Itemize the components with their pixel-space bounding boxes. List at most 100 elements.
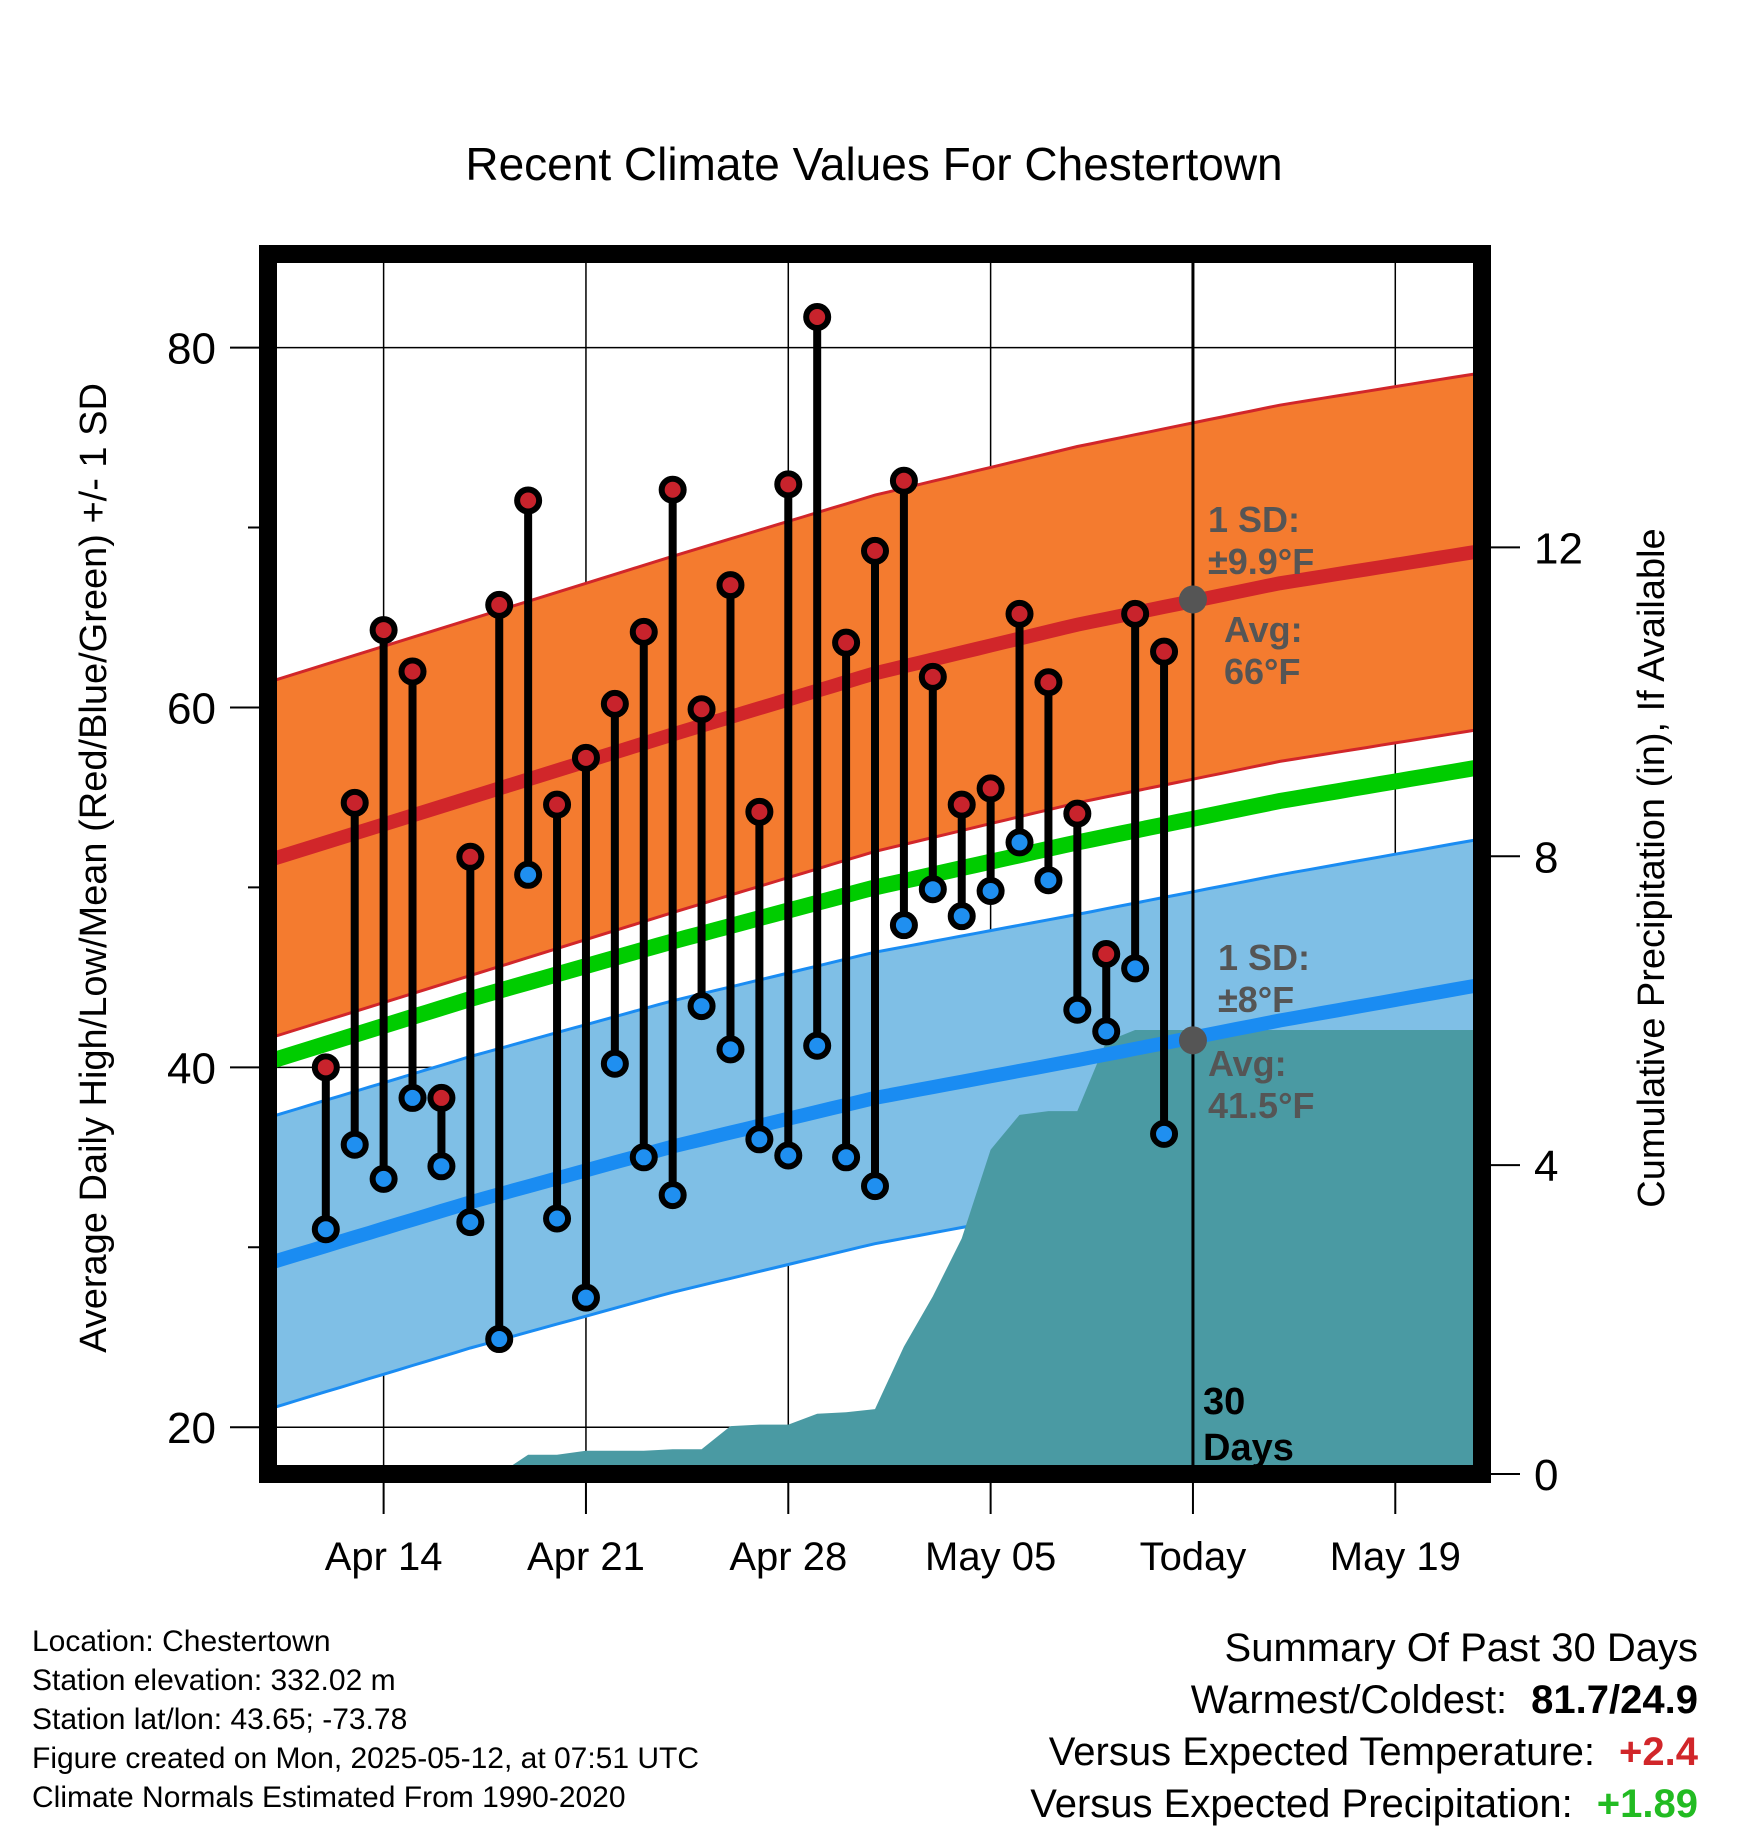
summary-panel: Summary Of Past 30 Days Warmest/Coldest:… <box>1030 1622 1698 1830</box>
daily-low-point <box>311 1215 340 1244</box>
today-high-avg-dot <box>1178 585 1207 614</box>
temp-row: Versus Expected Temperature: +2.4 <box>1030 1726 1698 1778</box>
precip-value: +1.89 <box>1596 1782 1698 1826</box>
high-avg-annotation: Avg: <box>1224 609 1303 650</box>
daily-high-point <box>745 797 774 826</box>
daily-low-point <box>1034 866 1063 895</box>
daily-low-point <box>1092 1017 1121 1046</box>
daily-high-point <box>369 616 398 645</box>
daily-high-point <box>398 657 427 686</box>
y-tick-label: 20 <box>167 1404 216 1453</box>
y-tick-label: 60 <box>167 684 216 733</box>
high-sd-upper-line <box>268 371 1482 684</box>
daily-high-point <box>600 689 629 718</box>
daily-low-point <box>658 1181 687 1210</box>
y-axis-label: Average Daily High/Low/Mean (Red/Blue/Gr… <box>73 383 115 1353</box>
y2-tick-label: 8 <box>1534 833 1558 882</box>
daily-low-point <box>861 1172 889 1201</box>
period-label: 30 <box>1203 1381 1245 1423</box>
period-label: Days <box>1203 1427 1294 1469</box>
daily-high-point <box>543 790 572 819</box>
daily-high-point <box>514 486 543 515</box>
precip-row: Versus Expected Precipitation: +1.89 <box>1030 1778 1698 1830</box>
y2-tick-label: 4 <box>1534 1142 1558 1191</box>
daily-low-point <box>571 1283 600 1312</box>
normals-text: Climate Normals Estimated From 1990-2020 <box>32 1781 626 1814</box>
daily-low-point <box>976 876 1005 905</box>
climate-chart: Recent Climate Values For Chestertown 1 S… <box>73 138 1673 1579</box>
station-info: Location: Chestertown Station elevation:… <box>32 1622 699 1817</box>
daily-low-point <box>456 1208 485 1237</box>
daily-low-point <box>1150 1119 1179 1148</box>
daily-high-point <box>1034 668 1063 697</box>
daily-high-point <box>629 617 658 646</box>
warm-cold-row: Warmest/Coldest: 81.7/24.9 <box>1030 1674 1698 1726</box>
daily-low-point <box>1121 954 1150 983</box>
daily-high-point <box>716 571 745 600</box>
y-tick-label: 80 <box>167 325 216 374</box>
daily-high-point <box>571 743 600 772</box>
daily-high-point <box>947 790 976 819</box>
daily-high-point <box>976 774 1005 803</box>
daily-high-point <box>1092 939 1121 968</box>
daily-low-point <box>514 860 543 889</box>
daily-low-point <box>832 1143 861 1172</box>
y2-axis-label: Cumulative Precipitation (in), If Availa… <box>1631 528 1673 1207</box>
y2-tick-label: 0 <box>1534 1451 1558 1500</box>
precip-label: Versus Expected Precipitation: <box>1030 1782 1573 1826</box>
daily-high-point <box>861 536 889 565</box>
high-avg-annotation: 66°F <box>1224 651 1300 692</box>
x-tick-label: Today <box>1140 1535 1247 1579</box>
chart-title: Recent Climate Values For Chestertown <box>465 138 1282 190</box>
y2-tick-label: 12 <box>1534 524 1583 573</box>
daily-high-point <box>1121 599 1150 628</box>
latlon-text: Station lat/lon: 43.65; -73.78 <box>32 1703 408 1736</box>
plot-area <box>268 254 1482 1474</box>
temp-value: +2.4 <box>1619 1730 1698 1774</box>
daily-high-point <box>485 590 514 619</box>
daily-low-point <box>629 1143 658 1172</box>
daily-low-point <box>918 875 947 904</box>
daily-high-point <box>918 662 947 691</box>
x-tick-label: Apr 14 <box>325 1535 443 1579</box>
daily-high-point <box>340 788 369 817</box>
daily-high-point <box>427 1083 456 1112</box>
x-tick-label: Apr 21 <box>527 1535 645 1579</box>
daily-low-point <box>1005 828 1034 857</box>
created-text: Figure created on Mon, 2025-05-12, at 07… <box>32 1742 700 1775</box>
daily-high-point <box>1063 799 1092 828</box>
summary-heading: Summary Of Past 30 Days <box>1224 1626 1698 1670</box>
daily-high-point <box>456 842 485 871</box>
daily-low-point <box>745 1125 774 1154</box>
x-tick-label: May 19 <box>1330 1535 1461 1579</box>
temp-label: Versus Expected Temperature: <box>1048 1730 1596 1774</box>
high-sd-annotation: 1 SD: <box>1208 499 1300 540</box>
daily-low-point <box>803 1031 832 1060</box>
daily-low-point <box>340 1130 369 1159</box>
low-sd-annotation: 1 SD: <box>1218 937 1310 978</box>
plot-frame <box>259 245 1491 1483</box>
daily-low-point <box>1063 995 1092 1024</box>
warm-cold-label: Warmest/Coldest: <box>1190 1678 1508 1722</box>
daily-low-point <box>427 1152 456 1181</box>
low-avg-annotation: 41.5°F <box>1208 1085 1314 1126</box>
daily-low-point <box>947 902 976 931</box>
daily-high-point <box>311 1053 340 1082</box>
daily-high-point <box>658 475 687 504</box>
daily-low-point <box>369 1164 398 1193</box>
elevation-text: Station elevation: 332.02 m <box>32 1664 396 1697</box>
daily-low-point <box>687 992 716 1021</box>
x-tick-label: May 05 <box>925 1535 1056 1579</box>
daily-low-point <box>889 911 918 940</box>
daily-high-point <box>1005 599 1034 628</box>
daily-low-point <box>485 1325 514 1354</box>
low-avg-annotation: Avg: <box>1208 1043 1287 1084</box>
today-low-avg-dot <box>1178 1026 1207 1055</box>
daily-high-point <box>687 695 716 724</box>
daily-high-point <box>832 628 861 657</box>
daily-low-point <box>398 1083 427 1112</box>
warm-cold-value: 81.7/24.9 <box>1531 1678 1698 1722</box>
daily-low-point <box>600 1049 629 1078</box>
location-text: Location: Chestertown <box>32 1625 331 1658</box>
daily-high-point <box>1150 637 1179 666</box>
